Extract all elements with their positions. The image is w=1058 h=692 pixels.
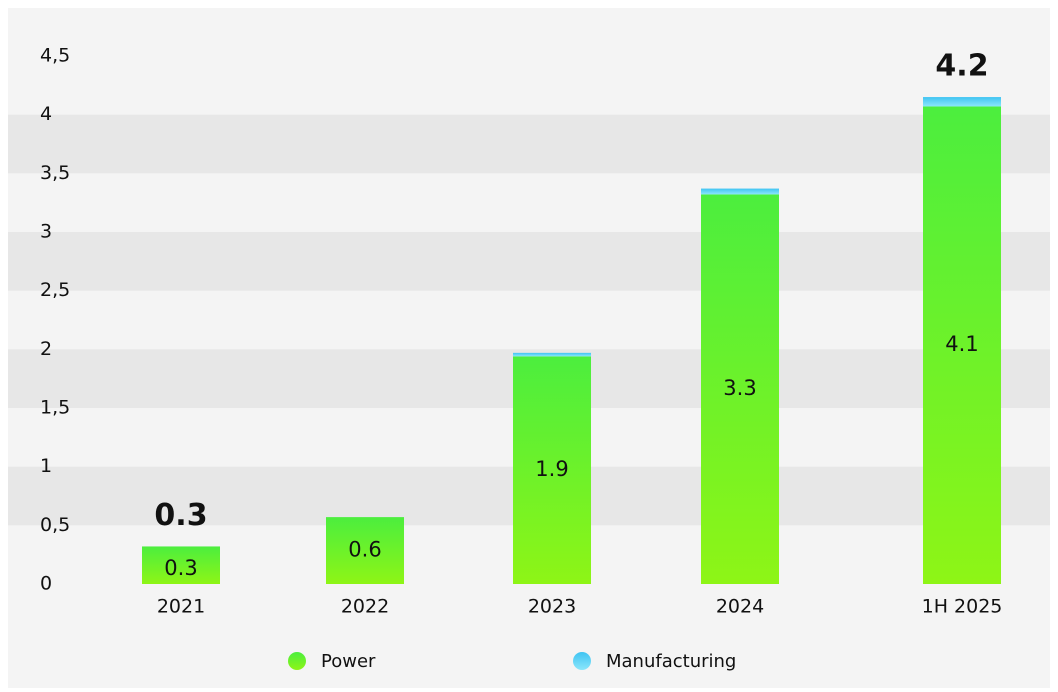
y-tick-label: 3 xyxy=(40,221,52,243)
grid-band xyxy=(8,114,1050,174)
total-label: 4.2 xyxy=(935,49,988,84)
y-tick-label: 1 xyxy=(40,455,52,477)
total-label: 0.3 xyxy=(154,498,207,533)
bar-segment xyxy=(326,517,404,584)
value-label: 4.1 xyxy=(945,332,978,356)
value-label: 3.3 xyxy=(723,376,756,400)
bar-segment xyxy=(513,356,591,584)
x-tick-label: 2023 xyxy=(528,596,576,618)
background xyxy=(8,8,1050,688)
x-tick-label: 2024 xyxy=(716,596,764,618)
bar-segment xyxy=(923,106,1001,584)
legend-swatch xyxy=(573,652,591,670)
bar-segment xyxy=(701,188,779,195)
y-tick-label: 3,5 xyxy=(40,162,70,184)
y-tick-label: 0 xyxy=(40,573,52,595)
legend-swatch xyxy=(288,652,306,670)
bar-segment xyxy=(142,546,220,584)
y-tick-label: 1,5 xyxy=(40,397,70,419)
value-label: 0.3 xyxy=(164,556,197,580)
y-tick-label: 0,5 xyxy=(40,514,70,536)
grid-band xyxy=(8,232,1050,291)
y-tick-label: 2 xyxy=(40,338,52,360)
legend-label: Manufacturing xyxy=(606,651,736,672)
value-label: 1.9 xyxy=(535,457,568,481)
bar-segment xyxy=(701,194,779,584)
bar-segment xyxy=(513,352,591,357)
x-tick-label: 1H 2025 xyxy=(922,596,1003,618)
legend-label: Power xyxy=(321,651,376,672)
x-tick-label: 2022 xyxy=(341,596,389,618)
bar-segment xyxy=(923,97,1001,107)
value-label: 0.6 xyxy=(348,538,381,562)
y-tick-label: 4 xyxy=(40,103,52,125)
y-tick-label: 2,5 xyxy=(40,279,70,301)
y-tick-label: 4,5 xyxy=(40,45,70,67)
x-tick-label: 2021 xyxy=(157,596,205,618)
